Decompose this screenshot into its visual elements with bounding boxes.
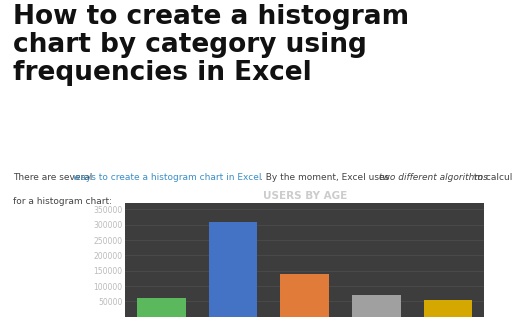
Bar xyxy=(352,295,401,317)
Bar xyxy=(423,300,473,317)
Bar xyxy=(137,298,186,317)
Text: There are several: There are several xyxy=(13,173,95,182)
Text: How to create a histogram
chart by category using
frequencies in Excel: How to create a histogram chart by categ… xyxy=(13,4,409,86)
Text: . By the moment, Excel uses: . By the moment, Excel uses xyxy=(260,173,392,182)
Text: for a histogram chart:: for a histogram chart: xyxy=(13,197,112,206)
Bar xyxy=(280,274,329,317)
Text: two different algorithms: two different algorithms xyxy=(379,173,488,182)
Title: USERS BY AGE: USERS BY AGE xyxy=(263,191,347,201)
Bar xyxy=(208,222,258,317)
Text: to calculate the data: to calculate the data xyxy=(471,173,512,182)
Text: ways to create a histogram chart in Excel: ways to create a histogram chart in Exce… xyxy=(73,173,261,182)
